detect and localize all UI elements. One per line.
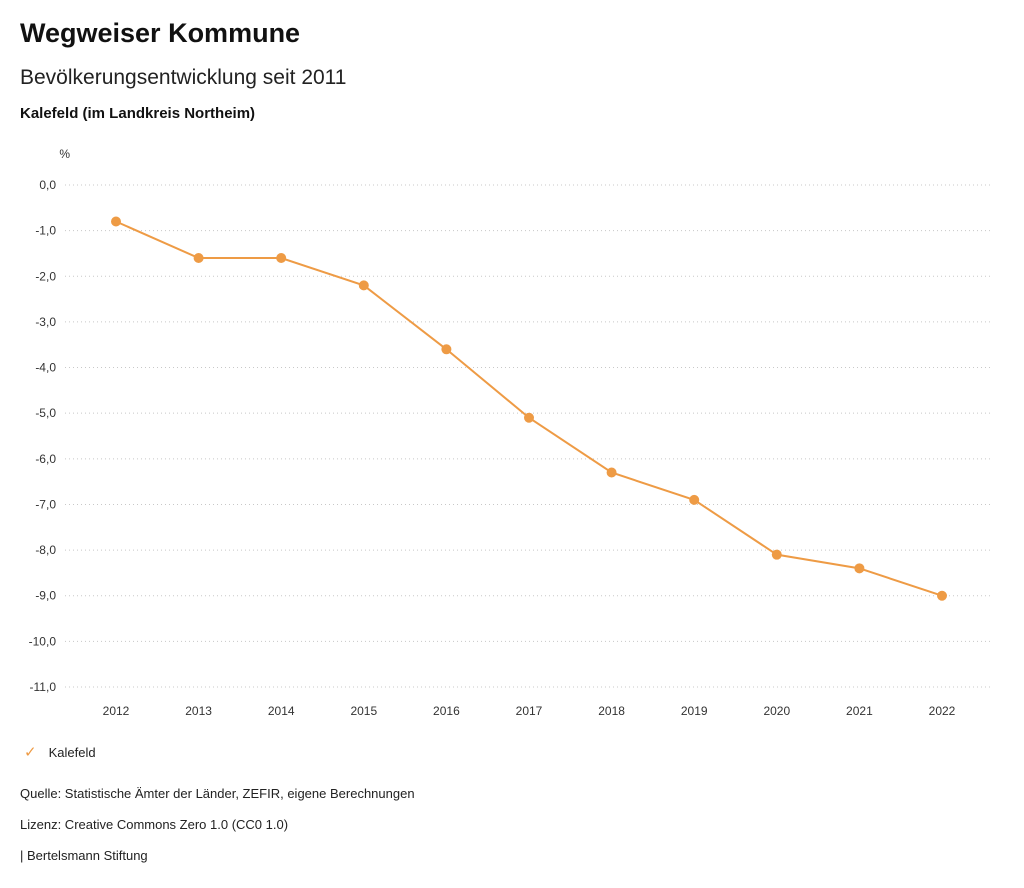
- y-tick-label: -3,0: [35, 315, 56, 329]
- data-point[interactable]: [276, 253, 287, 264]
- legend-label: Kalefeld: [48, 745, 96, 760]
- x-tick-label: 2021: [846, 704, 873, 718]
- y-tick-label: 0,0: [39, 178, 56, 192]
- x-tick-label: 2016: [433, 704, 460, 718]
- x-tick-label: 2015: [350, 704, 377, 718]
- y-tick-label: -6,0: [35, 452, 56, 466]
- data-point[interactable]: [937, 590, 947, 601]
- x-tick-label: 2022: [929, 704, 956, 718]
- page-title: Wegweiser Kommune: [20, 18, 301, 48]
- data-point[interactable]: [358, 280, 369, 291]
- chart-location-label: Kalefeld (im Landkreis Northeim): [20, 105, 256, 122]
- y-tick-label: -7,0: [35, 497, 56, 511]
- data-point[interactable]: [771, 549, 782, 560]
- y-tick-label: -4,0: [35, 361, 56, 375]
- x-tick-label: 2020: [763, 704, 790, 718]
- data-point[interactable]: [854, 563, 865, 574]
- y-tick-label: -9,0: [35, 589, 56, 603]
- y-tick-label: -2,0: [35, 269, 56, 283]
- license-text: Lizenz: Creative Commons Zero 1.0 (CC0 1…: [20, 817, 289, 832]
- series-line-kalefeld: [115, 220, 943, 597]
- data-point[interactable]: [111, 216, 121, 227]
- x-tick-label: 2017: [516, 704, 543, 718]
- y-tick-label: -11,0: [30, 680, 57, 694]
- x-tick-label: 2012: [103, 704, 130, 718]
- data-point[interactable]: [689, 494, 700, 505]
- population-line-chart: % 0,0 -1,0 -2,0 -3,0 -4,0 -5,0 -6,0 -7,0 -8,0 -9,0…: [29, 147, 990, 718]
- data-point[interactable]: [606, 467, 617, 478]
- y-tick-label: -10,0: [29, 634, 57, 648]
- attribution-text: | Bertelsmann Stiftung: [20, 848, 148, 863]
- y-tick-label: -1,0: [35, 224, 56, 238]
- y-axis-unit-label: %: [59, 147, 70, 161]
- x-tick-label: 2018: [598, 704, 625, 718]
- legend-item-kalefeld[interactable]: ✓ Kalefeld: [24, 745, 96, 760]
- legend-check-icon: ✓: [24, 744, 37, 761]
- source-text: Quelle: Statistische Ämter der Länder, Z…: [20, 786, 415, 801]
- y-tick-label: -8,0: [35, 543, 56, 557]
- data-point[interactable]: [441, 344, 452, 355]
- y-tick-label: -5,0: [35, 406, 56, 420]
- data-point[interactable]: [193, 253, 204, 264]
- chart-title: Bevölkerungsentwicklung seit 2011: [20, 66, 347, 89]
- x-tick-label: 2013: [185, 704, 212, 718]
- x-tick-label: 2019: [681, 704, 708, 718]
- data-point[interactable]: [524, 412, 534, 423]
- x-tick-label: 2014: [268, 704, 295, 718]
